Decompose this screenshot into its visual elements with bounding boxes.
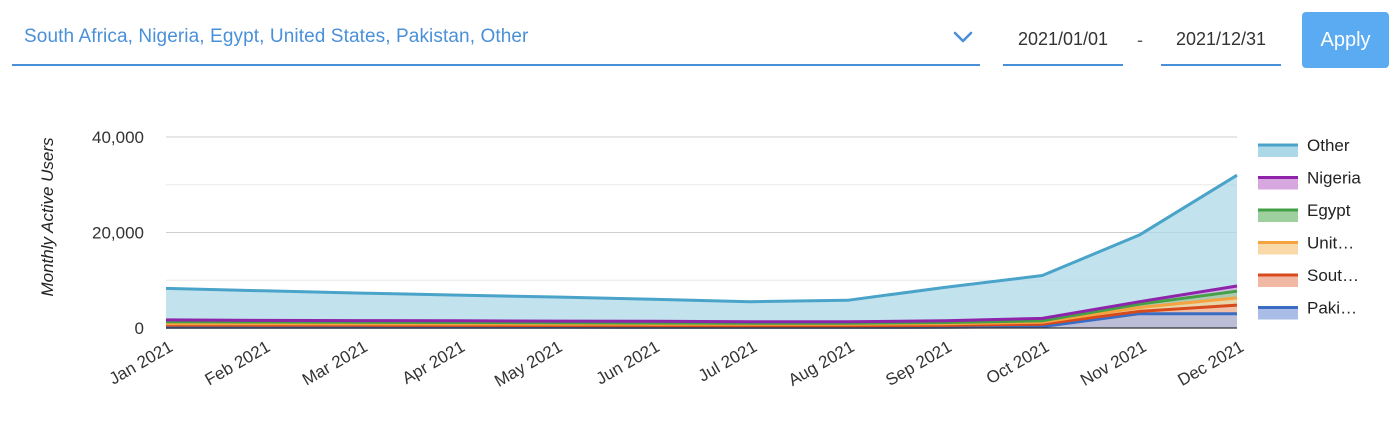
x-tick-label: Jun 2021	[593, 337, 663, 388]
legend-label: Unit…	[1307, 234, 1354, 253]
x-tick-label: Feb 2021	[202, 337, 274, 389]
area-chart: 0 20,000 40,000 Jan 2021 Feb 2021 Mar 2021 Ap…	[38, 128, 1361, 391]
filter-bar: South Africa, Nigeria, Egypt, United Sta…	[0, 0, 1400, 80]
legend-item-nigeria[interactable]: Nigeria	[1258, 169, 1361, 190]
x-tick-label: Oct 2021	[983, 337, 1052, 388]
legend-item-united-states[interactable]: Unit…	[1258, 234, 1354, 255]
x-tick-label: Apr 2021	[399, 337, 468, 388]
start-date-field[interactable]	[1003, 14, 1123, 66]
end-date-input[interactable]	[1161, 14, 1281, 64]
legend-label: Egypt	[1307, 201, 1351, 220]
chart-areas	[166, 175, 1237, 328]
apply-button[interactable]: Apply	[1302, 12, 1389, 68]
y-axis: 0 20,000 40,000	[92, 128, 144, 338]
chart-lines	[165, 173, 1238, 329]
legend-item-south-africa[interactable]: Sout…	[1258, 266, 1359, 287]
legend-swatch	[1258, 145, 1298, 157]
x-tick-label: Sep 2021	[882, 337, 955, 390]
country-multiselect[interactable]: South Africa, Nigeria, Egypt, United Sta…	[12, 14, 980, 66]
legend-swatch	[1258, 307, 1298, 320]
x-tick-label: Aug 2021	[785, 337, 858, 390]
legend-label: Paki…	[1307, 299, 1357, 318]
series-line-nigeria	[165, 284, 1238, 324]
y-tick-label: 0	[135, 319, 144, 338]
chart-legend: Other Nigeria Egypt Unit… Sout… Paki…	[1258, 136, 1361, 320]
start-date-input[interactable]	[1003, 14, 1123, 64]
series-line-other	[165, 173, 1238, 304]
selected-countries-text: South Africa, Nigeria, Egypt, United Sta…	[24, 26, 529, 47]
legend-swatch	[1258, 177, 1298, 190]
legend-swatch	[1258, 242, 1298, 255]
series-area-other	[166, 175, 1237, 328]
legend-label: Nigeria	[1307, 169, 1361, 188]
end-date-field[interactable]	[1161, 14, 1281, 66]
date-range-separator: -	[1137, 30, 1143, 50]
legend-swatch	[1258, 210, 1298, 222]
x-tick-label: Jan 2021	[106, 337, 176, 388]
x-tick-label: Mar 2021	[299, 337, 371, 389]
x-axis: Jan 2021 Feb 2021 Mar 2021 Apr 2021 May 2021…	[106, 337, 1247, 391]
legend-label: Other	[1307, 136, 1350, 155]
x-tick-label: May 2021	[491, 337, 565, 391]
x-tick-label: Dec 2021	[1174, 337, 1247, 390]
chevron-down-icon[interactable]	[950, 24, 976, 50]
y-tick-label: 40,000	[92, 128, 144, 147]
series-line-egypt	[165, 289, 1238, 325]
y-axis-label: Monthly Active Users	[38, 137, 57, 297]
legend-label: Sout…	[1307, 266, 1359, 285]
legend-swatch	[1258, 275, 1298, 287]
y-tick-label: 20,000	[92, 224, 144, 243]
legend-item-egypt[interactable]: Egypt	[1258, 201, 1351, 222]
x-tick-label: Nov 2021	[1077, 337, 1150, 390]
x-tick-label: Jul 2021	[695, 337, 760, 386]
legend-item-other[interactable]: Other	[1258, 136, 1350, 157]
legend-item-pakistan[interactable]: Paki…	[1258, 299, 1357, 320]
